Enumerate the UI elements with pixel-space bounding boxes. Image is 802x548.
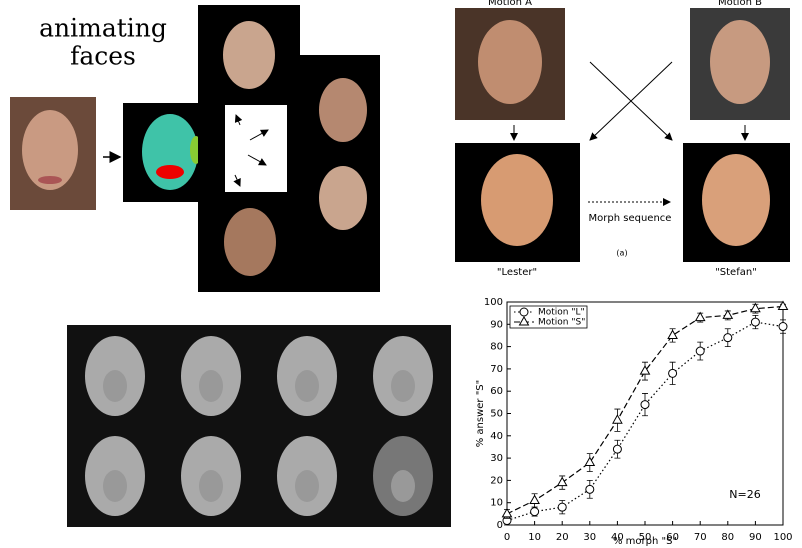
x-tick-label: 90 bbox=[749, 532, 762, 543]
y-tick-label: 90 bbox=[490, 319, 503, 330]
motion-photos bbox=[455, 8, 790, 141]
y-tick-label: 40 bbox=[490, 431, 503, 442]
face-shadow bbox=[103, 470, 127, 502]
marker bbox=[777, 300, 789, 310]
marker bbox=[640, 400, 650, 410]
marker bbox=[667, 329, 678, 339]
y-tick-label: 70 bbox=[490, 364, 503, 375]
marker bbox=[530, 507, 540, 517]
marker bbox=[694, 311, 706, 322]
label: (a) bbox=[616, 249, 627, 258]
marker bbox=[501, 507, 513, 518]
y-tick-label: 20 bbox=[490, 475, 503, 486]
morph-grid bbox=[67, 325, 451, 527]
x-tick-label: 100 bbox=[773, 532, 792, 543]
x-tick-label: 20 bbox=[556, 532, 569, 543]
marker bbox=[750, 302, 761, 313]
marker bbox=[668, 368, 678, 378]
face-shadow bbox=[103, 370, 127, 402]
marker bbox=[612, 414, 623, 424]
marker bbox=[584, 456, 596, 467]
series-line bbox=[506, 321, 784, 522]
y-tick-label: 100 bbox=[484, 297, 503, 308]
x-axis-label: % morph "S" bbox=[613, 536, 677, 547]
label: Morph sequence bbox=[589, 213, 672, 224]
y-tick-label: 0 bbox=[497, 520, 503, 531]
x-tick-label: 80 bbox=[721, 532, 734, 543]
avatar-renders bbox=[455, 143, 790, 262]
marker bbox=[518, 315, 530, 326]
marker bbox=[778, 322, 788, 332]
marker bbox=[750, 317, 760, 327]
y-axis-label: % answer "S" bbox=[475, 380, 486, 448]
face-shadow bbox=[295, 370, 319, 402]
heading: animating bbox=[39, 14, 167, 43]
x-tick-label: 60 bbox=[666, 532, 679, 543]
legend-label: Motion "L" bbox=[538, 308, 585, 318]
marker bbox=[612, 444, 622, 454]
chart: 0 10 20 30 40 50 60 70 80 90 100 0 10 20 30 40 50 60 70 80 9… bbox=[475, 297, 793, 547]
label: Motion B bbox=[718, 0, 762, 8]
x-tick-label: 50 bbox=[639, 532, 652, 543]
marker bbox=[722, 309, 734, 319]
marker bbox=[519, 307, 529, 317]
x-tick-label: 70 bbox=[694, 532, 707, 543]
marker bbox=[639, 365, 651, 375]
face-collage bbox=[198, 5, 380, 292]
annotation: N=26 bbox=[729, 488, 760, 501]
marker bbox=[585, 484, 595, 494]
label: "Lester" bbox=[497, 267, 537, 278]
heading: faces bbox=[70, 42, 136, 71]
y-tick-label: 60 bbox=[490, 386, 503, 397]
y-tick-label: 30 bbox=[490, 453, 503, 464]
face-shadow bbox=[391, 470, 415, 502]
label: Motion A bbox=[488, 0, 532, 8]
x-tick-label: 0 bbox=[504, 532, 510, 543]
marker bbox=[557, 502, 567, 512]
y-tick-label: 80 bbox=[490, 342, 503, 353]
marker bbox=[529, 494, 540, 504]
face-shadow bbox=[295, 470, 319, 502]
y-tick-label: 10 bbox=[490, 498, 503, 509]
x-tick-label: 40 bbox=[611, 532, 624, 543]
x-tick-label: 30 bbox=[583, 532, 596, 543]
series-line bbox=[506, 305, 784, 515]
face-shadow bbox=[391, 370, 415, 402]
marker bbox=[556, 476, 568, 487]
marker bbox=[723, 333, 733, 343]
marker bbox=[695, 346, 705, 356]
x-tick-label: 10 bbox=[528, 532, 541, 543]
face-shadow bbox=[199, 370, 223, 402]
tracked-photo bbox=[10, 97, 96, 210]
label: "Stefan" bbox=[715, 267, 757, 278]
legend-label: Motion "S" bbox=[538, 318, 585, 328]
legend-box bbox=[509, 305, 588, 329]
face-shadow bbox=[199, 470, 223, 502]
y-tick-label: 50 bbox=[490, 409, 503, 420]
